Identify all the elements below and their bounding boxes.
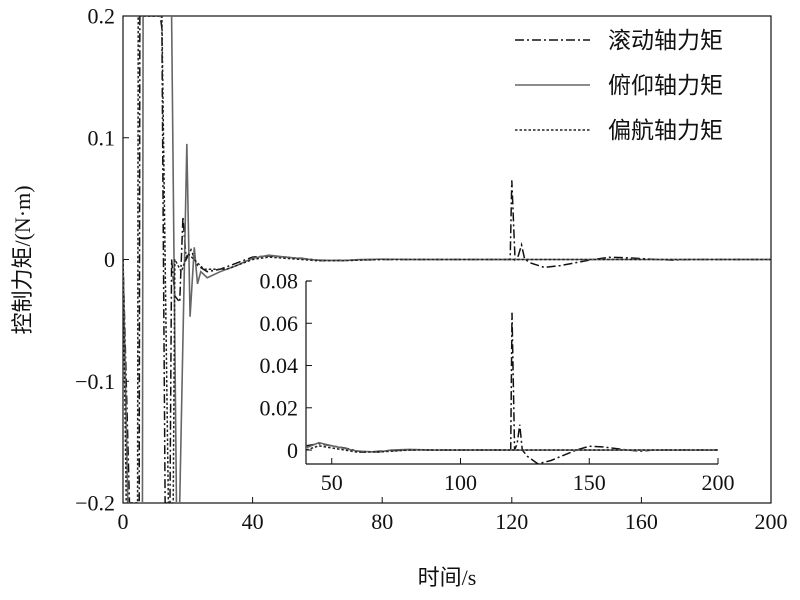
inset-background bbox=[300, 276, 720, 496]
inset-y-tick-label: 0.08 bbox=[260, 269, 299, 294]
main-x-tick-label: 120 bbox=[495, 509, 528, 534]
y-axis-label: 控制力矩/(N·m) bbox=[10, 185, 35, 334]
legend-label-1: 俯仰轴力矩 bbox=[608, 73, 723, 98]
inset-x-tick-label: 50 bbox=[321, 470, 343, 495]
main-series-line-0 bbox=[123, 16, 771, 503]
inset-y-tick-label: 0.04 bbox=[260, 353, 299, 378]
inset-y-tick-label: 0 bbox=[287, 438, 298, 463]
main-axes: 0 40 80 120 160 200 0.2 0.1 0 −0.1 −0.2 bbox=[75, 4, 787, 534]
main-y-tick-label: 0 bbox=[104, 247, 115, 272]
inset-x-tick-label: 100 bbox=[444, 470, 477, 495]
inset-axes: 50 100 150 200 0.08 0.06 0.04 0.02 0 bbox=[260, 269, 735, 495]
x-axis-label: 时间/s bbox=[418, 565, 477, 590]
inset-plot-lines bbox=[306, 312, 718, 464]
inset-x-tick-label: 150 bbox=[573, 470, 606, 495]
main-y-tick-label: −0.1 bbox=[75, 369, 115, 394]
main-y-tick-label: 0.1 bbox=[88, 125, 116, 150]
inset-series-line-2 bbox=[306, 445, 718, 453]
main-y-tick-label: 0.2 bbox=[88, 4, 116, 29]
main-series-line-1 bbox=[123, 16, 771, 503]
inset-y-tick-label: 0.06 bbox=[260, 311, 299, 336]
main-x-tick-label: 80 bbox=[371, 509, 393, 534]
main-y-tick-label: −0.2 bbox=[75, 491, 115, 516]
inset-y-tick-label: 0.02 bbox=[260, 395, 299, 420]
inset-x-tick-label: 200 bbox=[702, 470, 735, 495]
main-x-tick-label: 200 bbox=[755, 509, 788, 534]
legend-label-2: 偏航轴力矩 bbox=[608, 118, 723, 143]
inset-series-line-1 bbox=[306, 441, 718, 453]
main-x-tick-label: 160 bbox=[625, 509, 658, 534]
main-x-tick-label: 0 bbox=[118, 509, 129, 534]
main-plot-lines bbox=[123, 16, 771, 503]
main-x-tick-label: 40 bbox=[242, 509, 264, 534]
legend-label-0: 滚动轴力矩 bbox=[608, 28, 723, 53]
